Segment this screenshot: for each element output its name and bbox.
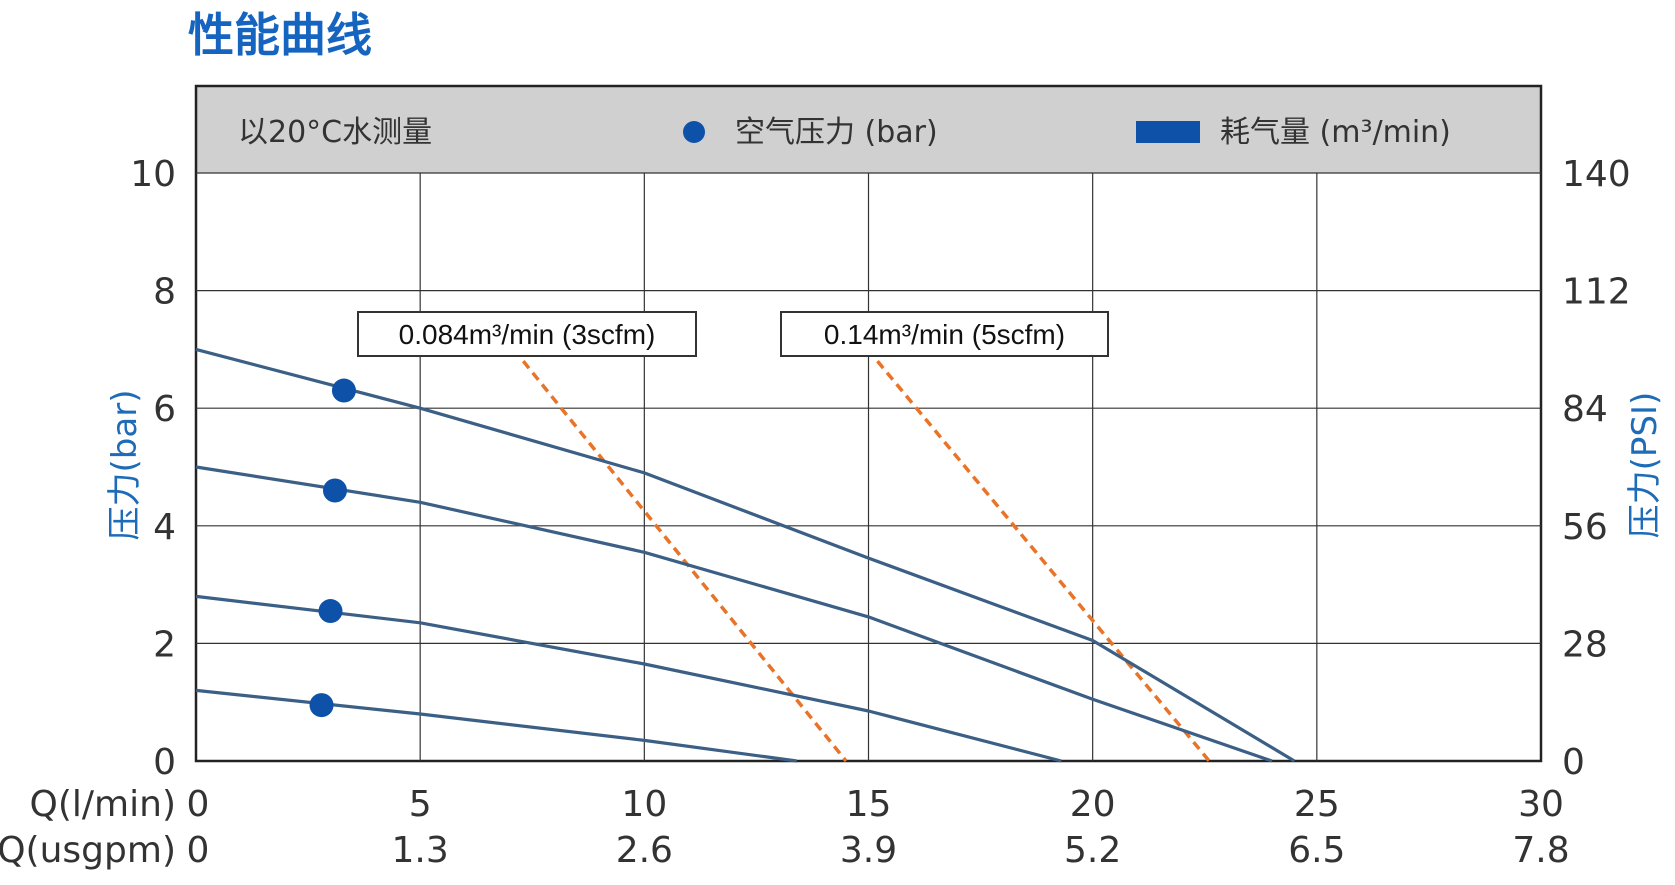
air-pressure-marker [331,378,356,403]
air-consumption-label-box [780,311,1109,357]
air-consumption-line [521,360,848,763]
x-tick-label: 20 [1070,784,1116,825]
page-title: 性能曲线 [188,8,372,62]
x2-tick-label: 5.2 [1064,830,1121,871]
x2-tick-label: 0 [187,830,210,871]
x-tick-label: 15 [846,784,892,825]
air-pressure-marker [309,693,334,718]
y2-tick-label: 28 [1562,624,1608,665]
air-consumption-line [876,360,1211,763]
y2-tick-label: 84 [1562,389,1608,430]
x2-tick-label: 3.9 [840,830,897,871]
x-axis-label-lmin: Q(l/min) [30,784,176,825]
y-tick-label: 2 [153,624,176,665]
y-tick-label: 8 [153,272,176,313]
air-pressure-marker [318,599,343,624]
y-axis-title-bar: 压力(bar) [105,390,145,541]
x-axis-label-usgpm: Q(usgpm) [0,830,176,871]
x2-tick-label: 1.3 [392,830,449,871]
y-tick-label: 6 [153,389,176,430]
y2-tick-label: 140 [1562,154,1631,195]
test-condition-label: 以20°C水测量 [238,115,432,150]
air-pressure-marker [322,478,347,503]
y-tick-label: 10 [130,154,176,195]
y2-tick-label: 56 [1562,507,1608,548]
y2-tick-label: 0 [1562,742,1585,783]
legend-item-air-consumption: 耗气量 (m³/min) [1220,115,1451,150]
legend-header-band [196,86,1541,173]
x-tick-label: 30 [1518,784,1564,825]
pressure-curve-line [195,465,1273,763]
legend-item-air-pressure: 空气压力 (bar) [735,115,938,150]
y-axis-title-psi: 压力(PSI) [1625,392,1665,539]
pressure-curve-line [195,688,798,763]
y-tick-label: 4 [153,507,176,548]
x-tick-label: 10 [621,784,667,825]
x2-tick-label: 6.5 [1288,830,1345,871]
x2-tick-label: 2.6 [616,830,673,871]
legend-rect-icon [1136,121,1200,143]
x-tick-label: 25 [1294,784,1340,825]
pressure-curve-line [195,347,1296,763]
y2-tick-label: 112 [1562,272,1631,313]
x-tick-label: 0 [187,784,210,825]
x2-tick-label: 7.8 [1512,830,1569,871]
legend-circle-icon [683,121,705,143]
air-consumption-label: 0.084m³/min (3scfm) [399,319,656,350]
air-consumption-label: 0.14m³/min (5scfm) [824,319,1065,350]
air-consumption-label-box [357,311,697,357]
x-tick-label: 5 [409,784,432,825]
y-tick-label: 0 [153,742,176,783]
pressure-curve-line [195,594,1062,763]
